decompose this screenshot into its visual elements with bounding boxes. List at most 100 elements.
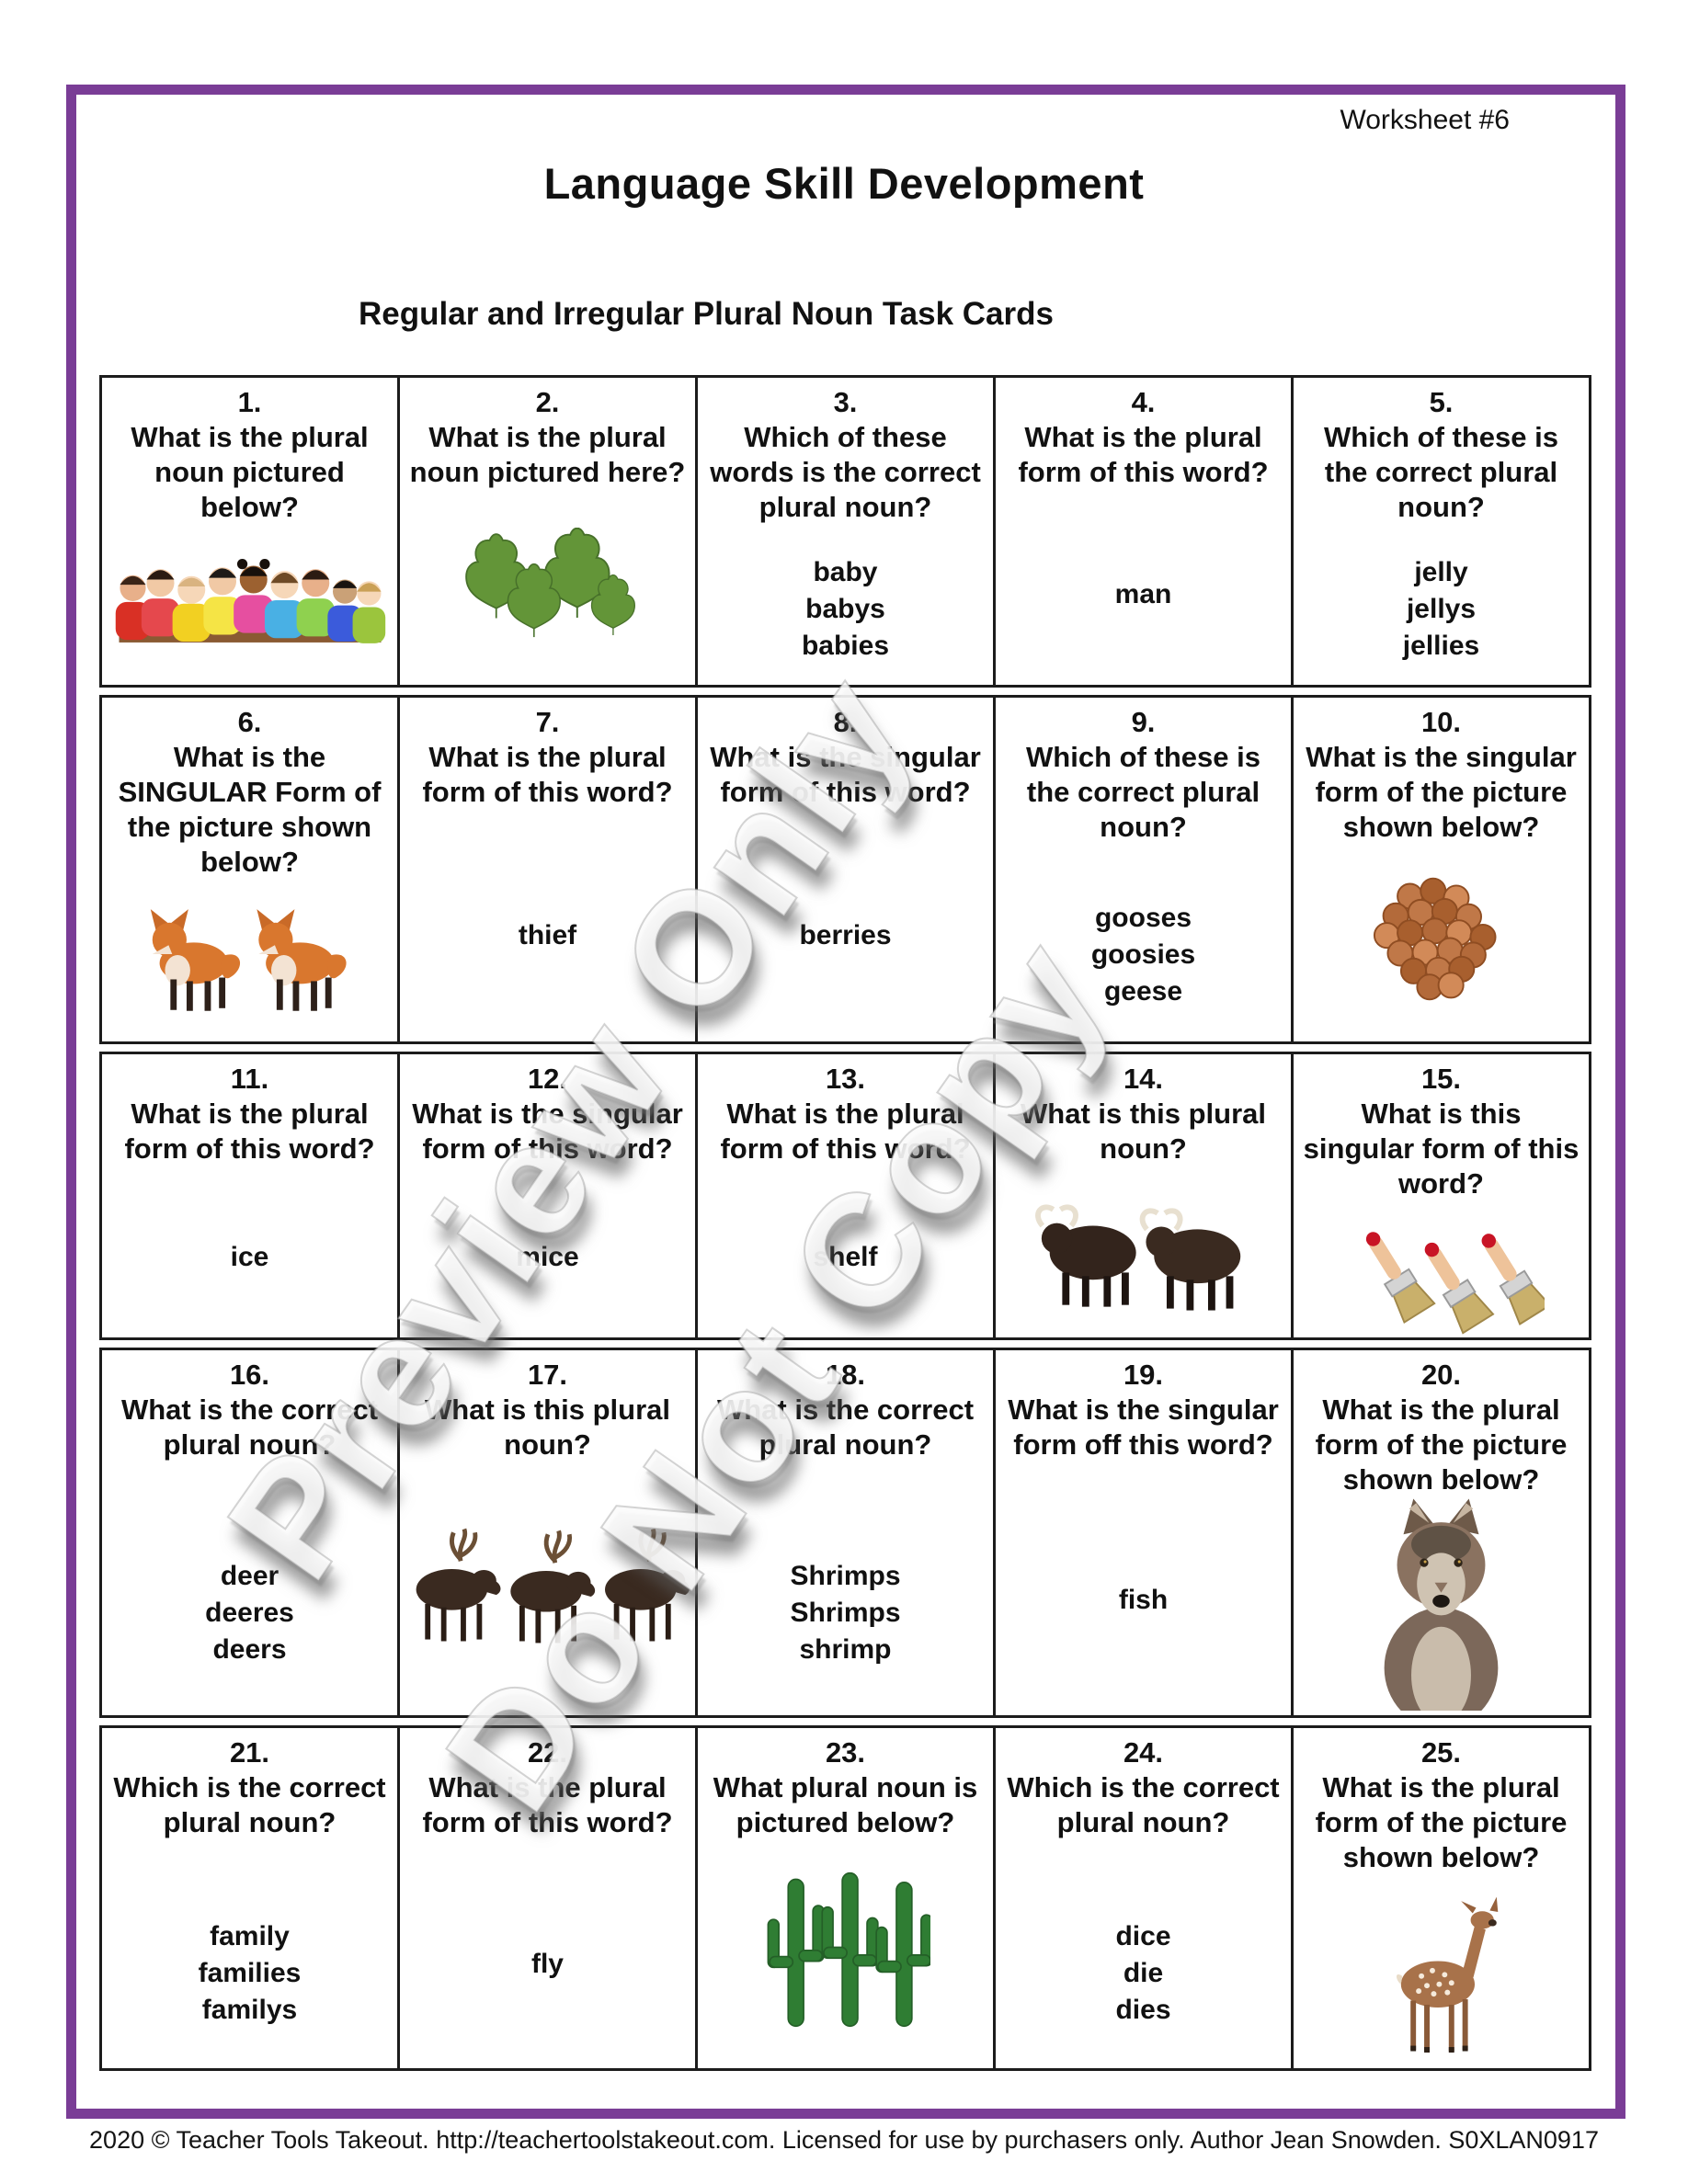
card-question: What is the correct plural noun? [120,1393,379,1461]
task-card: 19. What is the singular form off this wo… [993,1350,1291,1715]
spacer [707,1840,984,1858]
card-number: 13. [825,1063,866,1095]
moose-image-wrap [405,1523,690,1644]
card-number: 15. [1420,1063,1462,1095]
spacer [1005,845,1282,900]
foxes-image-wrap [142,899,358,1014]
spacer [409,1166,686,1242]
task-card: 5. Which of these is the correct plural n… [1291,378,1589,685]
answer-option: jellys [1406,593,1477,624]
answer-word: mice [516,1241,579,1272]
card-number: 11. [230,1063,269,1095]
task-card: 8. What is the singular form of this word… [695,698,993,1041]
spacer [1303,2057,1580,2058]
spacer [111,2029,388,2059]
answer-word: fish [1118,1585,1169,1616]
spacer [111,1462,388,1558]
spacer [707,665,984,676]
card-question: What is the plural form of this word? [720,1098,971,1165]
task-card: 15. What is this singular form of this wo… [1291,1054,1589,1337]
moose-image [416,1529,690,1644]
card-question: Which is the correct plural noun? [113,1771,386,1838]
copyright-footer: 2020 © Teacher Tools Takeout. http://tea… [89,2126,1599,2154]
card-number: 19. [1123,1359,1164,1391]
task-card: 12. What is the singular form of this wor… [397,1054,695,1337]
spacer [111,1668,388,1706]
task-card: 2. What is the plural noun pictured here? [397,378,695,685]
spacer [1005,610,1282,676]
spacer [707,951,984,1032]
card-question: Which of these words is the correct plur… [710,421,981,523]
spacer [111,652,388,659]
card-question: Which of these is the correct plural nou… [1026,741,1260,843]
task-card: 4. What is the plural form of this word? m… [993,378,1291,685]
task-card: 24. Which is the correct plural noun? dice… [993,1728,1291,2068]
spacer [111,1014,388,1019]
card-row: 1. What is the plural noun pictured below… [99,375,1591,688]
card-question: What is the plural form of this word? [422,741,673,808]
answer-options: Shrimps Shrimps shrimp [790,1558,900,1668]
answer-option: deers [212,1634,287,1666]
answer-option: dice [1115,1920,1171,1951]
card-number: 5. [1429,386,1454,418]
answer-option: shrimp [799,1634,892,1666]
task-card: 16. What is the correct plural noun? deer d… [102,1350,397,1715]
card-number: 4. [1131,386,1156,418]
card-question: What plural noun is pictured below? [713,1771,978,1838]
worksheet-number-label: Worksheet #6 [1340,105,1510,135]
answer-options: deer deeres deers [205,1558,294,1668]
card-number: 6. [237,706,262,738]
spacer [409,1980,686,2059]
card-question: What is the singular form of this word? [412,1098,683,1165]
card-number: 21. [229,1736,270,1769]
card-number: 12. [527,1063,568,1095]
spacer [1005,1312,1282,1316]
foxes-image [150,908,347,1011]
spacer [111,525,388,549]
spacer [409,1273,686,1328]
task-card: 1. What is the plural noun pictured below… [102,378,397,685]
card-number: 20. [1420,1359,1462,1391]
card-question: What is the plural form of the picture s… [1315,1393,1568,1496]
wolf-image-wrap [1365,1497,1517,1711]
card-number: 7. [535,706,560,738]
task-card: 22. What is the plural form of this word?… [397,1728,695,2068]
spacer [707,1462,984,1558]
paintbrushes-image [1365,1232,1545,1335]
answer-options: dice die dies [1115,1918,1170,2029]
answer-option: geese [1103,976,1183,1007]
spacer [111,880,388,899]
card-row: 6. What is the SINGULAR Form of the pictu… [99,695,1591,1044]
card-number: 18. [825,1359,866,1391]
task-card: 25. What is the plural form of the pictur… [1291,1728,1589,2068]
answer-option: Shrimps [790,1598,901,1629]
card-row: 11. What is the plural form of this word?… [99,1052,1591,1340]
card-question: What is the singular form of this word? [710,741,981,808]
task-card: 3. Which of these words is the correct pl… [695,378,993,685]
spacer [409,951,686,1032]
spacer [1005,1010,1282,1032]
answer-word: man [1114,578,1172,609]
leaves-image [465,528,635,638]
answer-option: goosies [1090,939,1196,971]
spacer [1005,1166,1282,1183]
spacer [707,1166,984,1242]
spacer [111,1273,388,1328]
spacer [707,525,984,554]
card-number: 24. [1123,1736,1164,1769]
spacer [409,638,686,649]
spacer [1005,490,1282,579]
card-number: 2. [535,386,560,418]
spacer [111,1166,388,1242]
card-question: What is the plural noun pictured below? [131,421,369,523]
cacti-image-wrap [760,1858,930,2042]
answer-option: babys [805,593,885,624]
answer-option: jellies [1402,630,1480,661]
task-card: 21. Which is the correct plural noun? fami… [102,1728,397,2068]
spacer [409,490,686,528]
spacer [1005,2029,1282,2059]
pennies-image [1373,877,1497,1001]
card-number: 23. [825,1736,866,1769]
card-question: What is the correct plural noun? [716,1393,975,1461]
answer-option: babies [801,630,890,661]
